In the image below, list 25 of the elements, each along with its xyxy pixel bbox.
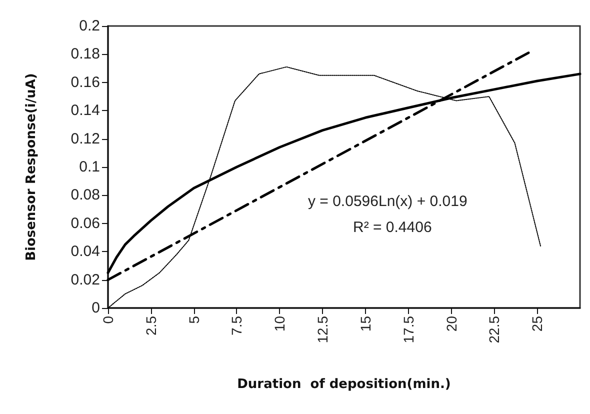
- x-tick-label: 2.5: [142, 316, 159, 336]
- x-tick-label: 15: [357, 316, 374, 332]
- y-axis-title: Biosensor Response(i/uA): [24, 73, 39, 261]
- y-tick-label: 0.1: [79, 158, 100, 176]
- y-tick-label: 0.2: [79, 18, 100, 34]
- x-tick-label: 20: [443, 316, 460, 332]
- y-tick-label: 0.12: [70, 130, 100, 148]
- x-tick-label: 5: [186, 316, 202, 324]
- y-tick-label: 0.14: [70, 102, 100, 120]
- y-tick-label: 0.06: [70, 214, 100, 232]
- y-tick-label: 0.02: [70, 271, 100, 288]
- x-tick-label: 17.5: [400, 316, 416, 344]
- y-tick-label: 0.04: [70, 243, 100, 260]
- y-tick-label: 0.08: [70, 186, 100, 204]
- x-tick-label: 12.5: [314, 316, 331, 344]
- x-tick-label: 10: [272, 316, 288, 332]
- annotation: R² = 0.4406: [353, 219, 432, 236]
- x-axis-title: Duration of deposition(min.): [237, 377, 451, 392]
- y-tick-label: 0.16: [70, 74, 100, 91]
- x-tick-label: 7.5: [228, 316, 245, 336]
- x-tick-label: 22.5: [486, 316, 502, 344]
- x-tick-label: 25: [529, 316, 546, 332]
- annotation: y = 0.0596Ln(x) + 0.019: [308, 193, 468, 210]
- x-tick-label: 0: [100, 316, 116, 324]
- y-tick-label: 0.18: [70, 46, 100, 63]
